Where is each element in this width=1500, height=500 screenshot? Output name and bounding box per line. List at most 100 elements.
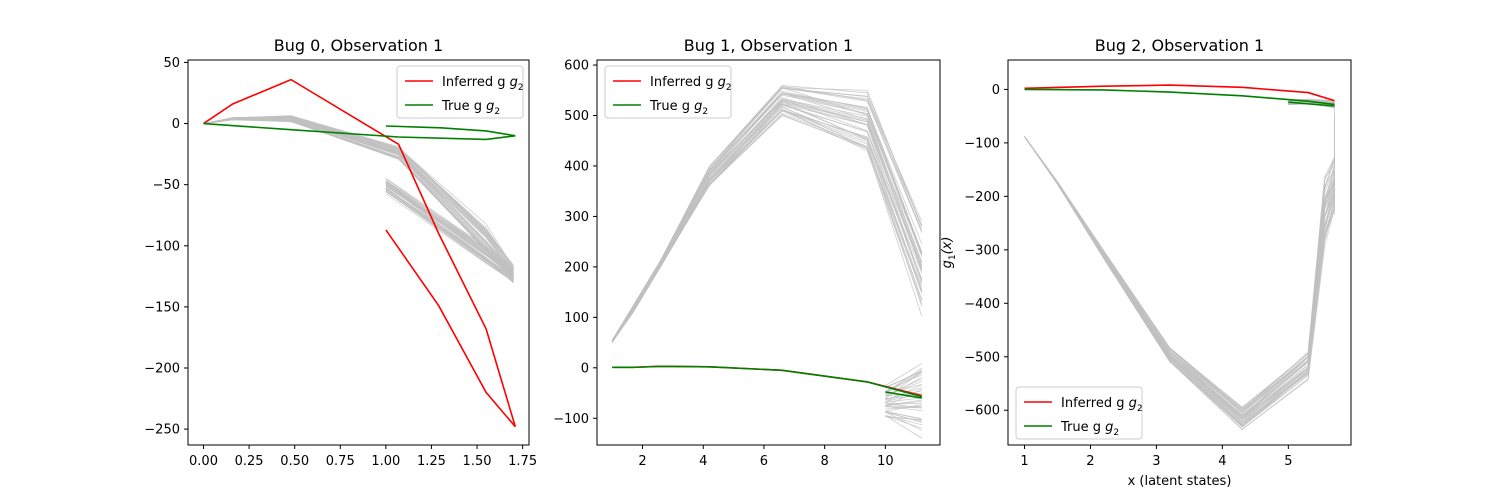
chart-2-legend-label-1: True g g2 [1060, 420, 1119, 438]
chart-1-sample-lower-3 [885, 411, 922, 431]
chart-2-legend: Inferred g g2 True g g2 [1015, 386, 1143, 440]
chart-0-ytick-label-2: −50 [153, 178, 180, 193]
chart-0: 0.00 0.25 0.50 0.75 1.00 1.25 1.50 1.75 50 0 −50 −1… [144, 36, 537, 469]
chart-1-sample-lower-17 [885, 399, 922, 406]
chart-2-ytick-label-0: 0 [992, 83, 1000, 98]
chart-2-series-inferred-line-0 [1024, 84, 1335, 102]
chart-1-ytick-label-7: −100 [553, 412, 589, 427]
chart-1-sample-lower-11 [885, 404, 922, 412]
chart-1-legend: Inferred g g2 True g g2 [604, 65, 732, 119]
chart-0-ytick-label-3: −100 [144, 239, 180, 254]
chart-1-series-inferred-line-0 [612, 365, 922, 397]
chart-1-samples [611, 84, 923, 439]
chart-2-xtick-label-2: 3 [1152, 454, 1160, 469]
chart-2-ytick-label-4: −400 [964, 297, 1000, 312]
chart-1-sample-lower-0 [885, 415, 923, 439]
chart-0-ytick-label-6: −250 [144, 423, 180, 438]
chart-0-ytick-label-4: −150 [144, 300, 180, 315]
chart-1-xtick-label-0: 2 [638, 454, 646, 469]
chart-1-sample-lower-14 [885, 405, 922, 407]
chart-2-xtick-label-4: 5 [1284, 454, 1292, 469]
chart-1-sample-lower-22 [885, 384, 922, 403]
chart-2-ytick-label-5: −500 [964, 350, 1000, 365]
chart-0-sample-upper-39 [203, 115, 514, 268]
chart-0-xtick-label-2: 0.50 [280, 454, 309, 469]
chart-1-sample-lower-9 [885, 411, 922, 419]
chart-1-ytick-label-1: 500 [564, 109, 589, 124]
chart-2-xtick-label-1: 2 [1086, 454, 1094, 469]
chart-1-sample-lower-4 [885, 415, 922, 429]
chart-0-series-true-line-0 [203, 122, 516, 141]
chart-0-series-inferred-line-0 [203, 78, 517, 427]
chart-2-xtick-label-3: 4 [1218, 454, 1226, 469]
chart-0-sample-lower-28 [385, 184, 514, 276]
chart-1-ytick-label-2: 400 [564, 159, 589, 174]
chart-2-sample-upper-39 [1024, 100, 1335, 409]
chart-2-series-true-line-0 [1024, 88, 1335, 106]
chart-0-sample-upper-13 [203, 118, 514, 276]
chart-2-legend-label-0: Inferred g g2 [1061, 396, 1143, 414]
chart-2-series-true-line-1 [1288, 101, 1335, 107]
chart-2-ytick-label-1: −100 [964, 136, 1000, 151]
chart-0-sample-upper-12 [203, 118, 514, 276]
chart-2-title: Bug 2, Observation 1 [1095, 36, 1264, 55]
chart-1-ytick-label-4: 200 [564, 260, 589, 275]
chart-0-axes-frame [187, 59, 530, 446]
chart-0-legend: Inferred g g2 True g g2 [396, 65, 524, 119]
chart-1-xtick-label-2: 6 [760, 454, 768, 469]
chart-1-ytick-label-5: 100 [564, 311, 589, 326]
chart-1-xtick-label-1: 4 [699, 454, 707, 469]
chart-1-series-true-line-0 [612, 365, 923, 398]
chart-0-legend-label-0: Inferred g g2 [442, 75, 524, 93]
chart-2-ytick-label-3: −300 [964, 243, 1000, 258]
chart-0-xtick-label-1: 0.25 [235, 454, 264, 469]
chart-1-sample-lower-23 [885, 397, 922, 403]
chart-2-xlabel: x (latent states) [1128, 474, 1232, 489]
chart-1-xtick-label-3: 8 [821, 454, 829, 469]
chart-1-axes-frame [596, 59, 941, 446]
chart-0-title: Bug 0, Observation 1 [274, 36, 443, 55]
chart-0-sample-lower-17 [385, 185, 514, 278]
chart-1: 2 4 6 8 10 600 500 400 300 200 100 0 −100 Bug 1, Obse… [553, 36, 941, 469]
chart-2-ylabel: g1(x) [940, 237, 958, 269]
chart-1-title: Bug 1, Observation 1 [684, 36, 853, 55]
chart-2-ytick-label-2: −200 [964, 190, 1000, 205]
chart-1-legend-label-0: Inferred g g2 [650, 75, 732, 93]
chart-1-sample-upper-39 [611, 87, 923, 341]
chart-1-sample-lower-38 [885, 371, 922, 388]
chart-1-ytick-label-6: 0 [581, 361, 589, 376]
chart-0-sample-upper-14 [203, 118, 514, 275]
chart-0-legend-label-1: True g g2 [441, 99, 500, 117]
chart-0-sample-upper-16 [203, 118, 514, 277]
chart-0-xtick-label-4: 1.00 [371, 454, 400, 469]
chart-1-sample-lower-39 [885, 363, 923, 386]
chart-0-series-true-line-1 [385, 125, 516, 137]
chart-2-samples [1024, 98, 1335, 431]
chart-0-ytick-label-1: 0 [172, 117, 180, 132]
chart-2-axes-frame [1007, 59, 1352, 446]
chart-2-sample-upper-7 [1024, 136, 1335, 426]
chart-1-series-true-line-1 [885, 391, 922, 399]
chart-2: 1 2 3 4 5 0 −100 −200 −300 −400 −500 −600 Bug 2, Obs… [940, 36, 1352, 489]
chart-1-ytick-label-3: 300 [564, 210, 589, 225]
chart-0-series-inferred-line-1 [385, 229, 516, 428]
chart-1-sample-lower-7 [885, 414, 922, 426]
chart-0-xtick-label-0: 0.00 [189, 454, 218, 469]
chart-1-legend-label-1: True g g2 [649, 99, 708, 117]
chart-1-sample-lower-21 [885, 387, 922, 401]
chart-0-sample-lower-39 [385, 179, 514, 269]
chart-2-xtick-label-0: 1 [1020, 454, 1028, 469]
chart-1-ytick-label-0: 600 [564, 59, 589, 74]
chart-0-ytick-label-5: −200 [144, 362, 180, 377]
chart-2-ytick-label-6: −600 [964, 404, 1000, 419]
chart-1-xtick-label-4: 10 [877, 454, 894, 469]
chart-0-sample-upper-10 [203, 118, 514, 277]
chart-0-samples [203, 115, 514, 284]
chart-1-sample-upper-7 [611, 106, 923, 343]
chart-1-sample-lower-8 [885, 411, 922, 423]
chart-0-xtick-label-7: 1.75 [508, 454, 537, 469]
chart-0-sample-lower-35 [385, 181, 514, 271]
chart-0-ytick-label-0: 50 [163, 56, 180, 71]
chart-1-sample-upper-37 [611, 84, 923, 341]
